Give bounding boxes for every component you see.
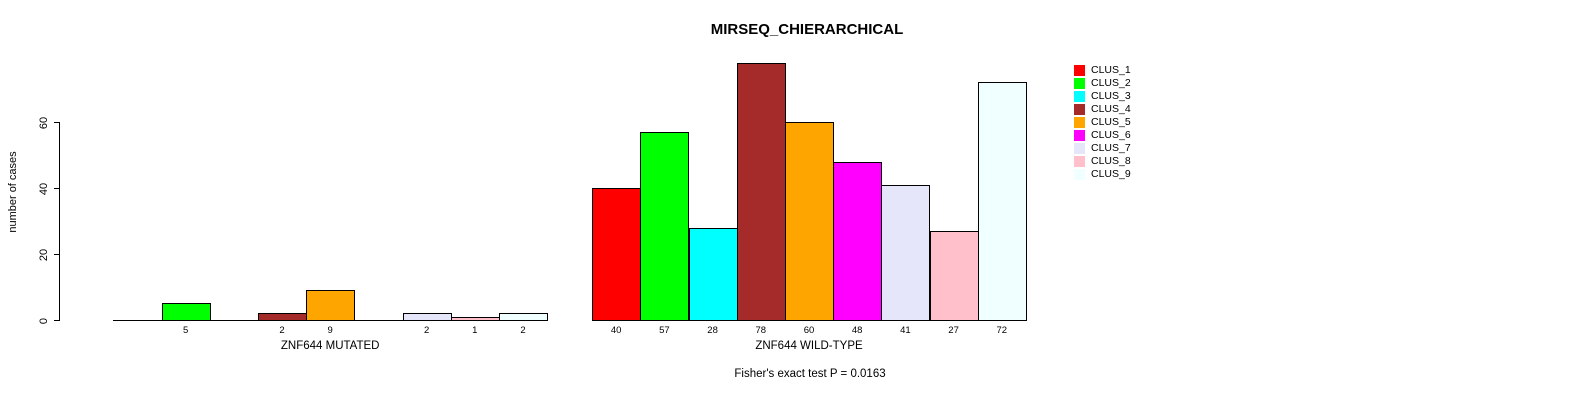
bar-value-label: 1 [472,325,478,336]
legend-swatch-CLUS_3 [1074,90,1085,102]
bar-value-label: 5 [182,325,189,336]
fisher-test-annotation: Fisher's exact test P = 0.0163 [734,368,886,380]
bar-value-label: 9 [327,325,333,336]
bar-CLUS_9-group2 [977,82,1027,321]
legend-label-CLUS_9: CLUS_9 [1091,168,1131,181]
legend-label-CLUS_5: CLUS_5 [1091,115,1131,128]
bar-CLUS_8-group2 [929,231,979,321]
group-label-2: ZNF644 WILD-TYPE [755,340,863,352]
bar-CLUS_5-group1 [306,290,356,321]
y-axis-tick [54,320,59,321]
bar-CLUS_2-group2 [640,132,690,321]
legend-label-CLUS_6: CLUS_6 [1091,129,1131,141]
bar-value-label: 2 [520,325,526,336]
legend-label-CLUS_7: CLUS_7 [1091,142,1131,155]
chart-title: MIRSEQ_CHIERARCHICAL [710,21,904,38]
legend-swatch-CLUS_7 [1074,143,1085,155]
y-axis-line [59,122,60,321]
legend-label-CLUS_2: CLUS_2 [1091,76,1131,89]
bar-value-label: 27 [948,325,959,336]
bar-value-label: 2 [423,325,430,336]
y-axis-tick [54,188,59,189]
legend-swatch-CLUS_4 [1074,103,1085,115]
legend-label-CLUS_4: CLUS_4 [1091,102,1131,115]
bar-value-label: 72 [996,325,1008,336]
bar-value-label: 28 [707,325,718,336]
y-axis-tick [54,122,59,123]
bar-CLUS_7-group2 [881,185,931,321]
bar-CLUS_3-group2 [688,228,738,321]
legend-swatch-CLUS_8 [1074,156,1085,168]
bar-value-label: 60 [803,325,815,336]
bar-CLUS_6-group2 [833,162,883,321]
bar-CLUS_5-group2 [784,122,835,321]
legend-label-CLUS_1: CLUS_1 [1091,63,1131,76]
bar-CLUS_4-group2 [736,63,786,321]
bar-value-label: 48 [851,325,863,336]
bar-value-label: 2 [279,325,285,336]
bar-value-label: 57 [659,325,670,336]
y-axis-tick [54,254,59,255]
legend-swatch-CLUS_1 [1074,64,1085,76]
bar-CLUS_9-group1 [498,313,549,321]
bar-value-label: 78 [755,325,767,336]
legend-swatch-CLUS_5 [1074,116,1085,128]
legend-label-CLUS_3: CLUS_3 [1091,89,1131,102]
legend-swatch-CLUS_6 [1074,130,1085,141]
bar-value-label: 41 [900,325,911,336]
bar-CLUS_2-group1 [161,303,211,321]
bar-value-label: 40 [610,325,622,336]
legend-label-CLUS_8: CLUS_8 [1091,155,1131,168]
group-label-1: ZNF644 MUTATED [280,340,380,352]
legend-swatch-CLUS_2 [1074,77,1085,89]
legend-swatch-CLUS_9 [1074,169,1085,181]
